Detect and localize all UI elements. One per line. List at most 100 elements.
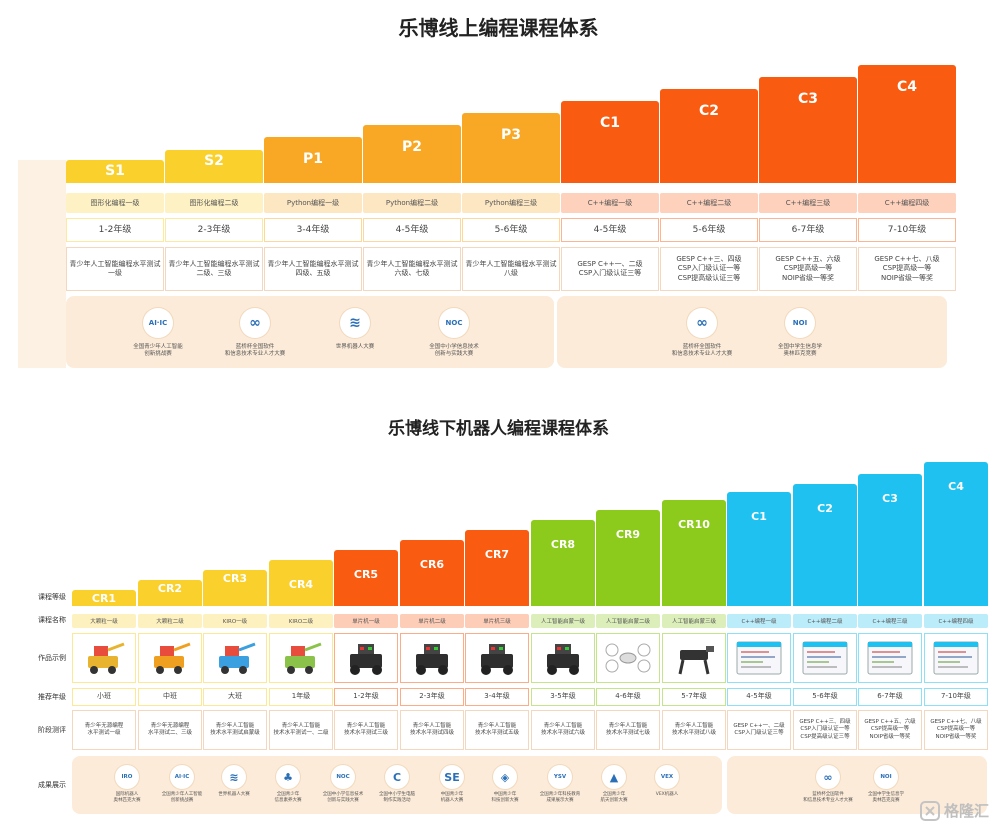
eval-line: 青少年人工智能编程水平测试 (168, 259, 260, 268)
achievement-line: 全国青少年人工智能 (161, 792, 203, 797)
grade-cell: 3-5年级 (531, 688, 595, 706)
course-name: C++编程一级 (727, 614, 791, 628)
eval-line: GESP C++七、八级 (930, 718, 982, 725)
eval-line: GESP C++三、四级 (799, 718, 851, 725)
achievement-line: 奥林匹克竞赛 (783, 351, 817, 358)
eval-cell: 青少年人工智能 技术水平测试三级 (334, 710, 398, 750)
achievement-line: 奥林匹克大赛 (113, 798, 141, 804)
drone-icon (605, 643, 651, 673)
achievement-name: 国际机器人 奥林匹克大赛 (97, 792, 157, 804)
grade-cell: 4-5年级 (727, 688, 791, 706)
achievement-line: 全国中小学信息技术 (429, 344, 479, 350)
work-example-rover-robot (334, 633, 398, 683)
eval-cell: 青少年人工智能 技术水平测试一、二级 (269, 710, 333, 750)
grade-cell: 小班 (72, 688, 136, 706)
course-name: 图形化编程二级 (165, 193, 263, 213)
eval-line: 青少年人工智能编程水平测试 (366, 259, 458, 268)
row-label: 成果展示 (38, 781, 66, 789)
logo-text: ♣ (283, 770, 293, 784)
eval-line: 一级 (108, 269, 122, 277)
watermark-logo-icon (919, 800, 940, 821)
eval-cell: 青少年人工智能 技术水平测试四级 (400, 710, 464, 750)
achievement-line: 蓝桥杯全国软件 (682, 344, 722, 350)
course-name: 图形化编程一级 (66, 193, 164, 213)
achievement-name: 全国青少年人工智能 创新挑战赛 (152, 792, 212, 804)
achievement-line: 全国中学生信息学 (777, 344, 822, 350)
level-step-cr3: CR3 (203, 570, 267, 606)
logo-text: C (392, 770, 402, 784)
eval-line: 青少年人工智能 (346, 722, 386, 729)
eval-cell: 青少年人工智能编程水平测试 一级 (66, 247, 164, 291)
world-robot-logo-icon: ≋ (222, 765, 246, 789)
grade-cell: 7-10年级 (924, 688, 988, 706)
aiic-logo-icon: AI·IC (170, 765, 194, 789)
achievement-name: 全国青少年 航天创新大赛 (584, 792, 644, 804)
achievement-name: 全国中小学信息技术 创新与实践大赛 (313, 792, 373, 804)
eval-line: CSP入门级认证一等 (677, 264, 741, 273)
grade-cell: 2-3年级 (165, 218, 263, 242)
software-contest-logo-icon: ∞ (816, 765, 840, 789)
course-name: C++编程三级 (858, 614, 922, 628)
achievement-band-right (557, 296, 947, 368)
grade-cell: 3-4年级 (264, 218, 362, 242)
robot-dog-icon (678, 646, 714, 675)
row-label: 课程等级 (38, 593, 66, 601)
software-contest-logo-icon: ∞ (687, 308, 717, 338)
grade-cell: 5-7年级 (662, 688, 726, 706)
eval-line: 四级、五级 (295, 269, 331, 277)
noc-logo-icon: NOC (331, 765, 355, 789)
noi-logo-icon: NOI (874, 765, 898, 789)
eval-line: 二级、三级 (196, 269, 232, 277)
grade-cell: 2-3年级 (400, 688, 464, 706)
eval-line: GESP C++五、六级 (775, 254, 841, 263)
c-logo-icon: C (385, 765, 409, 789)
eval-cell: GESP C++七、八级 CSP提高级一等 NOIP省级一等奖 (924, 710, 988, 750)
achievement-line: 世界机器人大赛 (335, 344, 375, 350)
eval-line: GESP C++三、四级 (676, 254, 742, 263)
eval-cell: 青少年人工智能 技术水平测试七级 (596, 710, 660, 750)
achievement-line: 和信息技术专业人才大赛 (224, 351, 286, 358)
rocket-logo-icon: ▲ (602, 765, 626, 789)
achievement-name: 全国中学生信息学 奥林匹克竞赛 (750, 344, 850, 359)
work-example-code-screen (858, 633, 922, 683)
eval-cell: GESP C++一、二级 CSP入门级认证三等 (561, 247, 659, 291)
logo-text: NOC (336, 774, 350, 780)
logo-text: SE (444, 770, 460, 784)
level-step-cr4: CR4 (269, 560, 333, 606)
eval-line: CSP提高级一等 (882, 264, 932, 273)
work-example-spider-robot (400, 633, 464, 683)
achievement-line: 制作实践活动 (383, 798, 411, 804)
grade-cell: 4-5年级 (363, 218, 461, 242)
eval-line: 青少年人工智能 (281, 722, 321, 729)
grade-cell: 5-6年级 (793, 688, 857, 706)
level-step-c4: C4 (858, 65, 956, 183)
eval-line: 技术水平测试七级 (605, 730, 650, 736)
eval-line: 技术水平测试五级 (474, 730, 519, 736)
excavator-toy-icon (88, 642, 125, 674)
eval-cell: 青少年无源编程 水平测试一级 (72, 710, 136, 750)
level-step-cr9: CR9 (596, 510, 660, 606)
course-name: KIRO二级 (269, 614, 333, 628)
offline-curriculum-title: 乐博线下机器人编程课程体系 (388, 419, 609, 439)
eval-line: CSP入门级认证三等 (734, 730, 784, 736)
eval-line: NOIP省级一等奖 (869, 733, 911, 740)
code-screen-icon (867, 641, 913, 675)
eval-line: 技术水平测试一、二级 (273, 730, 329, 736)
eval-line: NOIP省级一等奖 (781, 273, 835, 282)
logo-text: IRO (121, 774, 133, 780)
watermark-text: 格隆汇 (943, 802, 989, 820)
level-step-c1: C1 (561, 101, 659, 183)
logo-text: AI·IC (174, 774, 190, 780)
achievement-line: 信息素养大赛 (274, 798, 302, 804)
logo-text: ▲ (609, 770, 619, 784)
eval-line: 水平测试一级 (87, 730, 121, 736)
achievement-line: 蓝桥杯全国软件 (235, 344, 275, 350)
crane-toy-icon (154, 642, 191, 674)
eval-line: CSP入门级认证一等 (800, 726, 850, 733)
course-name: Python编程二级 (363, 193, 461, 213)
level-step-c2: C2 (660, 89, 758, 183)
grade-cell: 1-2年级 (66, 218, 164, 242)
grade-cell: 4-6年级 (596, 688, 660, 706)
eval-line: 六级、七级 (394, 269, 430, 277)
achievement-line: 和信息技术专业人才大赛 (671, 351, 733, 358)
